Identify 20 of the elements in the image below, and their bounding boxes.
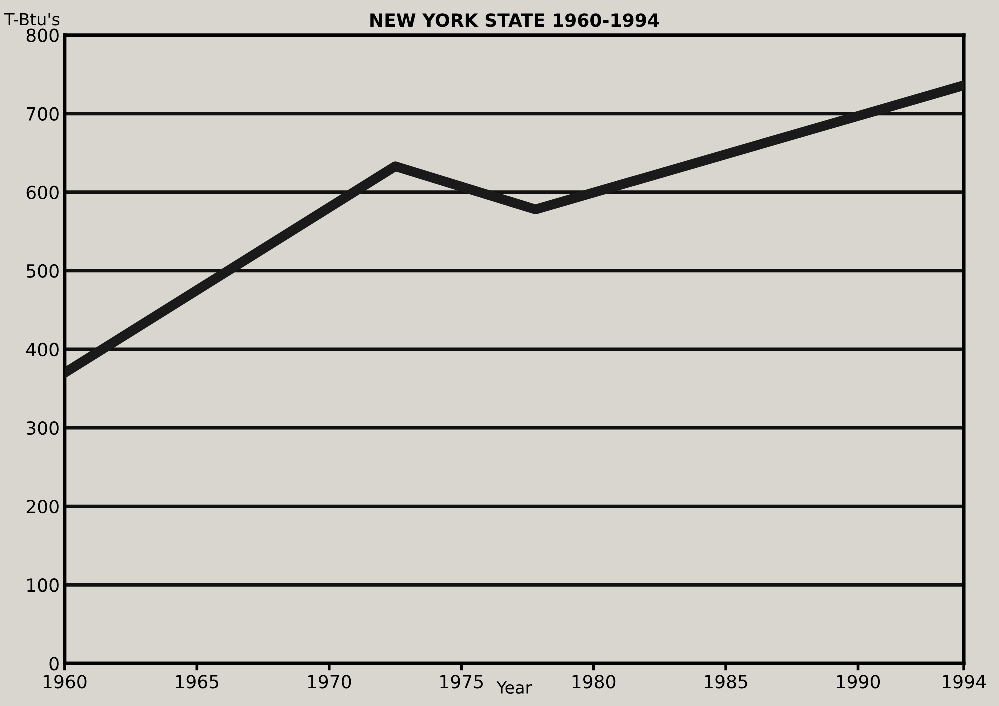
y-tick-label: 300	[26, 421, 59, 436]
y-tick-label: 500	[27, 264, 59, 278]
x-tick-label: 1994	[943, 675, 986, 689]
x-tick-label: 1960	[44, 675, 87, 689]
y-tick-label: 200	[26, 500, 59, 514]
x-tick-label: 1980	[572, 675, 616, 689]
y-tick-label: 800	[26, 28, 59, 42]
y-tick-label: 400	[26, 342, 59, 357]
x-tick-label: 1985	[705, 675, 748, 689]
x-tick-label: 1975	[440, 675, 483, 689]
y-axis-title: T-Btu's	[4, 13, 60, 26]
x-tick-label: 1970	[308, 675, 352, 689]
y-tick-label: 0	[50, 657, 59, 671]
y-tick-label: 700	[27, 107, 59, 121]
x-axis-title: Year	[496, 682, 532, 694]
x-tick-label: 1990	[837, 675, 880, 689]
y-tick-label: 100	[28, 578, 59, 592]
x-tick-label: 1965	[176, 675, 219, 689]
y-tick-label: 600	[26, 186, 59, 200]
chart-title: NEW YORK STATE 1960-1994	[370, 14, 660, 28]
